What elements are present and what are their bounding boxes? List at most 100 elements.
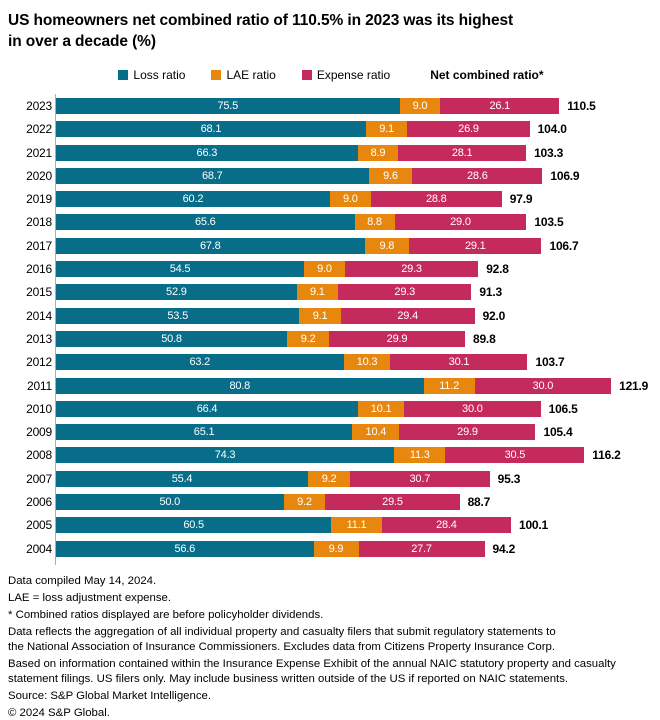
bar-segment-expense: 29.0 [394,214,527,231]
stacked-bar: 67.8 9.8 29.1 [56,237,542,254]
bar-segment-lae: 8.9 [357,144,399,161]
segment-value-label: 9.2 [300,332,316,345]
bar-segment-expense: 28.8 [370,191,502,208]
segment-value-label: 9.0 [317,263,332,276]
net-combined-ratio-label: 92.0 [482,308,506,323]
segment-value-label: 30.1 [448,356,470,369]
bar-segment-loss: 50.8 [56,330,288,347]
chart-row: 2008 74.3 11.3 30.5 116.2 [8,447,654,464]
segment-value-label: 80.8 [229,379,251,392]
stacked-bar: 50.8 9.2 29.9 [56,330,465,347]
bar-segment-expense: 26.1 [440,98,560,114]
chart-row: 2016 54.5 9.0 29.3 92.8 [8,261,654,278]
net-combined-ratio-label: 106.5 [548,401,578,416]
bar-segment-lae: 8.8 [354,214,395,231]
segment-value-label: 10.1 [370,402,392,415]
year-label: 2017 [26,238,52,253]
year-label: 2023 [26,99,52,113]
segment-value-label: 27.7 [411,542,432,555]
net-combined-ratio-label: 116.2 [592,448,621,463]
segment-value-label: 9.6 [383,169,398,182]
chart-row: 2013 50.8 9.2 29.9 89.8 [8,330,654,347]
bar-segment-lae: 9.8 [364,237,410,254]
year-label: 2005 [26,518,52,533]
segment-value-label: 60.2 [182,193,204,206]
legend-label: Loss ratio [133,68,186,82]
stacked-bar: 56.6 9.9 27.7 [56,540,485,557]
bar-segment-loss: 63.2 [56,354,344,371]
segment-value-label: 28.1 [451,146,473,159]
segment-value-label: 9.1 [312,309,328,322]
legend-item: Loss ratio [118,68,185,82]
bar-segment-loss: 56.6 [56,540,314,557]
bar-segment-loss: 80.8 [56,377,424,394]
chart-title: US homeowners net combined ratio of 110.… [8,12,514,50]
net-combined-ratio-label: 106.9 [550,168,580,183]
bar-segment-lae: 9.1 [299,307,341,324]
net-combined-ratio-label: 91.3 [479,285,502,300]
legend-item-net-combined-ratio: Net combined ratio* [430,68,543,82]
bar-segment-lae: 9.6 [368,167,413,184]
net-combined-ratio-label: 103.5 [534,215,564,230]
bar-segment-loss: 68.1 [56,121,366,138]
legend-label: Expense ratio [316,68,391,82]
y-axis-line [55,94,56,565]
bar-segment-lae: 10.3 [343,354,391,371]
bar-segment-lae: 9.1 [365,121,408,138]
segment-value-label: 30.5 [504,449,526,462]
bar-segment-loss: 60.5 [56,517,332,534]
segment-value-label: 66.4 [196,402,218,415]
segment-value-label: 28.4 [436,519,457,532]
year-label: 2022 [26,122,52,137]
bar-segment-expense: 30.7 [349,470,490,487]
year-label: 2010 [26,401,52,416]
segment-value-label: 75.5 [217,100,239,112]
segment-value-label: 28.8 [425,193,447,206]
stacked-bar: 65.6 8.8 29.0 [56,214,527,231]
bar-segment-expense: 30.0 [474,377,612,394]
bar-segment-loss: 50.0 [56,494,284,511]
year-label: 2011 [26,378,52,393]
chart-row: 2019 60.2 9.0 28.8 97.9 [8,191,654,208]
bar-segment-lae: 10.4 [352,424,400,441]
chart-row: 2018 65.6 8.8 29.0 103.5 [8,214,654,231]
segment-value-label: 68.1 [200,123,222,136]
segment-value-label: 74.3 [214,449,236,462]
segment-value-label: 50.0 [159,496,181,509]
segment-value-label: 8.8 [367,216,382,229]
net-combined-ratio-label: 89.8 [472,331,496,346]
bar-segment-loss: 74.3 [56,447,395,464]
year-label: 2012 [26,355,52,370]
segment-value-label: 29.3 [394,286,416,299]
segment-value-label: 9.1 [310,286,325,299]
stacked-bar: 50.0 9.2 29.5 [56,494,460,511]
bar-segment-lae: 11.2 [423,377,475,394]
bar-segment-lae: 9.0 [399,98,441,114]
chart-row: 2004 56.6 9.9 27.7 94.2 [8,540,654,557]
stacked-bar: 55.4 9.2 30.7 [56,470,490,487]
segment-value-label: 65.6 [194,216,216,229]
segment-value-label: 9.0 [412,100,428,112]
bar-segment-lae: 10.1 [358,400,405,417]
stacked-bar: 52.9 9.1 29.3 [56,284,472,301]
chart-row: 2010 66.4 10.1 30.0 106.5 [8,400,654,417]
year-label: 2018 [26,215,52,230]
segment-value-label: 55.4 [171,472,193,485]
year-label: 2016 [26,262,52,277]
bar-segment-loss: 68.7 [56,167,369,184]
segment-value-label: 50.8 [161,332,182,345]
segment-value-label: 10.3 [356,356,378,369]
segment-value-label: 54.5 [169,263,191,276]
chart-row: 2009 65.1 10.4 29.9 105.4 [8,424,654,441]
bar-segment-loss: 52.9 [56,284,297,301]
stacked-bar: 68.1 9.1 26.9 [56,121,530,138]
bar-segment-expense: 29.3 [338,284,472,301]
footnotes: Data compiled May 14, 2024. LAE = loss ad… [8,574,658,720]
bar-segment-expense: 30.5 [445,447,585,464]
segment-value-label: 52.9 [166,286,187,299]
stacked-bar: 66.4 10.1 30.0 [56,400,541,417]
bar-segment-loss: 53.5 [56,307,300,324]
bar-segment-loss: 67.8 [56,237,365,254]
segment-value-label: 11.2 [439,379,459,392]
